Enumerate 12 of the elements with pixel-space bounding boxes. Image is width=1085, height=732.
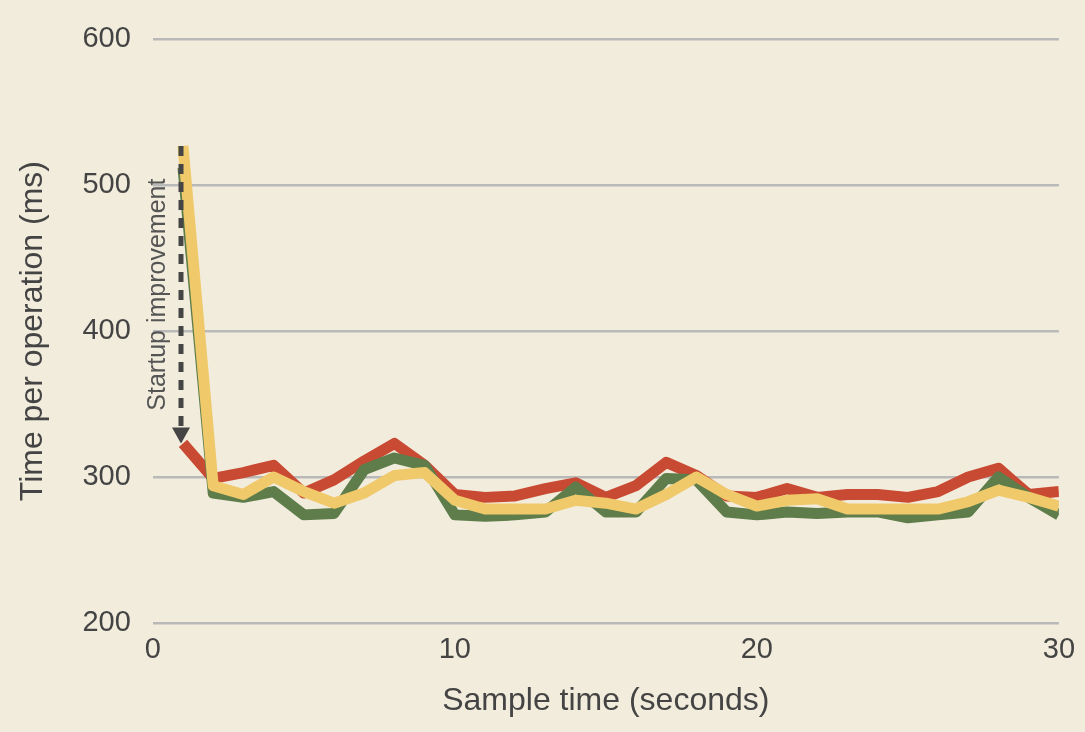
x-tick-label: 10 [438,632,471,665]
x-axis-title: Sample time (seconds) [442,680,770,717]
y-tick-label: 400 [82,313,131,346]
y-axis-title: Time per operation (ms) [13,160,50,502]
x-tick-label: 30 [1042,632,1075,665]
x-tick-label: 0 [144,632,161,665]
annotation: Startup improvement [142,178,171,411]
y-tick-label: 600 [82,21,131,54]
y-tick-label: 200 [82,604,131,637]
y-tick-label: 300 [82,458,131,491]
x-tick-label: 20 [740,632,773,665]
y-tick-label: 500 [82,167,131,200]
